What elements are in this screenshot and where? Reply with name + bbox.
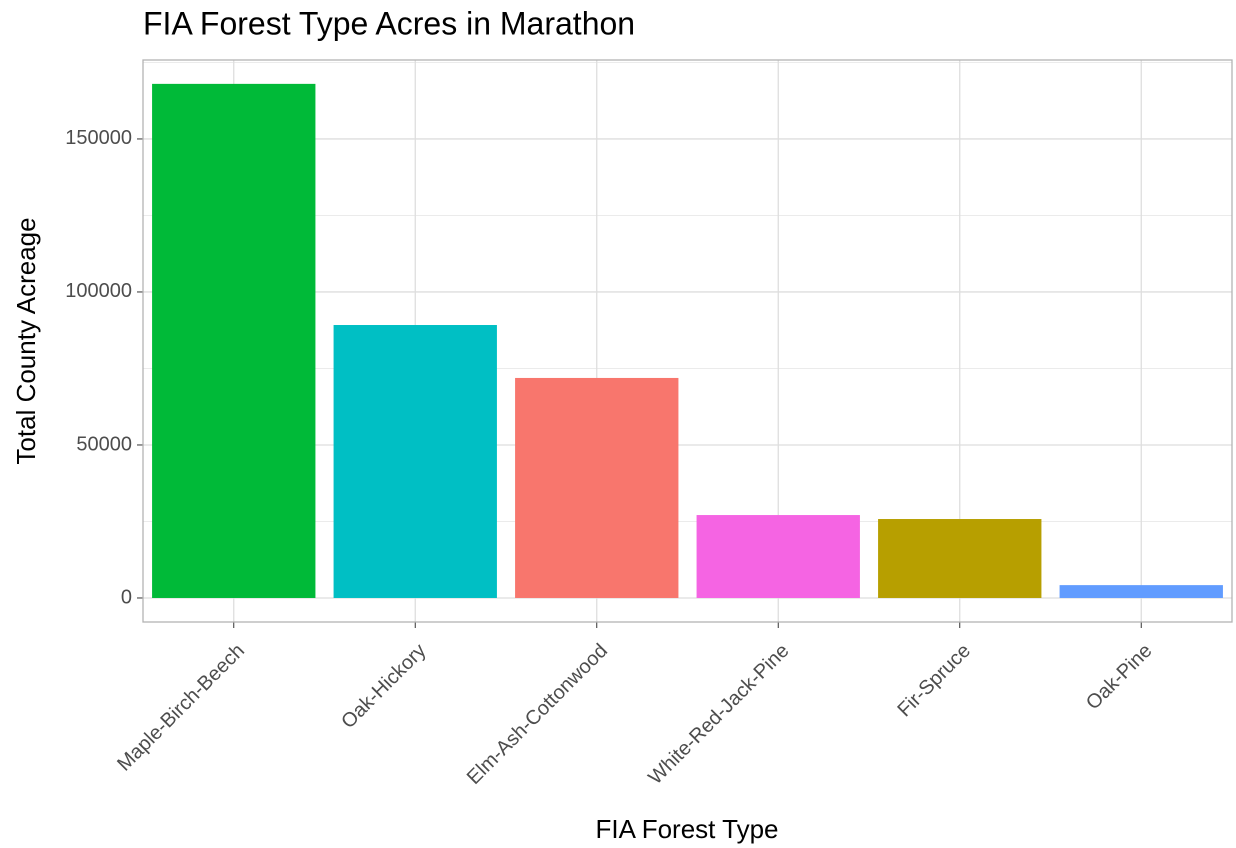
bar xyxy=(152,83,316,598)
y-tick-label: 150000 xyxy=(65,127,132,149)
bar xyxy=(878,519,1042,598)
y-axis-title: Total County Acreage xyxy=(11,217,41,464)
chart-title: FIA Forest Type Acres in Marathon xyxy=(143,5,635,41)
bar xyxy=(696,515,860,598)
bar xyxy=(515,377,679,598)
y-tick-label: 50000 xyxy=(76,433,132,455)
panel-border xyxy=(142,59,1233,623)
y-tick-label: 100000 xyxy=(65,280,132,302)
bar xyxy=(333,325,497,598)
bar xyxy=(1059,585,1223,598)
y-tick-label: 0 xyxy=(121,586,132,608)
x-axis-title: FIA Forest Type xyxy=(595,814,778,844)
